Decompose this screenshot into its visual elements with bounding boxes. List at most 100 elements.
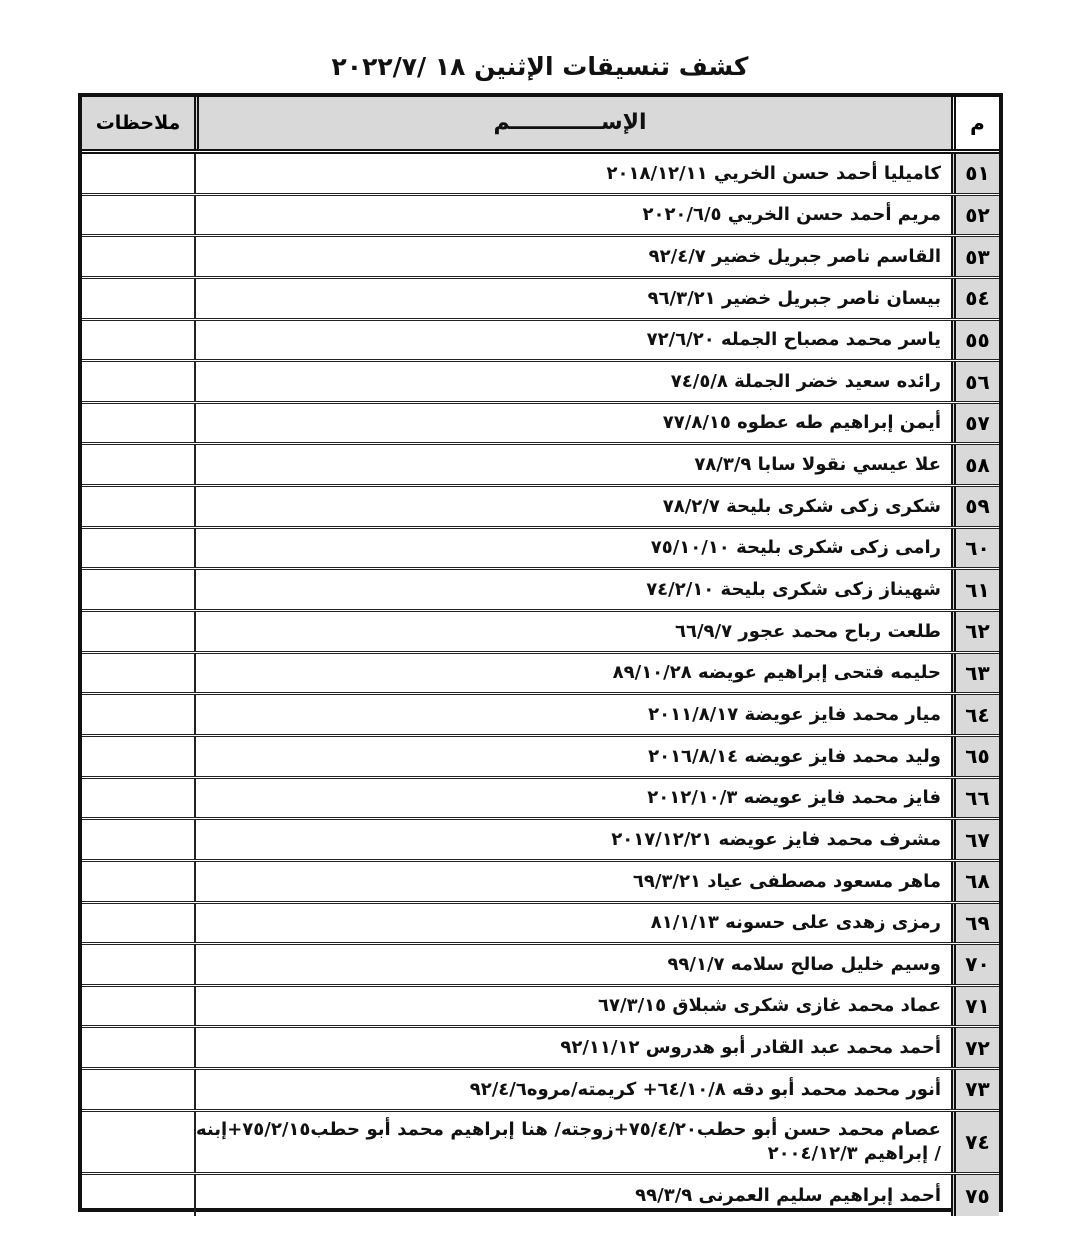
- row-notes: [82, 987, 194, 1026]
- table-row: ٥٣ القاسم ناصر جبريل خضير ٩٢/٤/٧: [82, 237, 999, 279]
- row-notes: [82, 862, 194, 901]
- row-name: بيسان ناصر جبريل خضير ٩٦/٣/٢١: [194, 278, 951, 318]
- row-number: ٦١: [951, 570, 999, 610]
- header-notes: ملاحظات: [82, 97, 194, 149]
- row-notes: [82, 237, 194, 276]
- table-row: ٥٥ ياسر محمد مصباح الجمله ٧٢/٦/٢٠: [82, 320, 999, 363]
- row-number: ٥٤: [951, 278, 999, 318]
- table-row: ٥٦ رائده سعيد خضر الجملة ٧٤/٥/٨: [82, 362, 999, 404]
- row-number: ٥٧: [951, 403, 999, 443]
- table-row: ٧٢ أحمد محمد عبد القادر أبو هدروس ٩٢/١١/١…: [82, 1028, 999, 1071]
- row-number: ٦٥: [951, 736, 999, 776]
- table-row: ٧١ عماد محمد غازى شكرى شبلاق ٦٧/٣/١٥: [82, 986, 999, 1029]
- row-number: ٥٩: [951, 487, 999, 526]
- row-name: أحمد إبراهيم سليم العمرنى ٩٩/٣/٩: [194, 1174, 951, 1217]
- row-name: شهيناز زكى شكرى بليحة ٧٤/٢/١٠: [194, 570, 951, 610]
- row-notes: [82, 529, 194, 568]
- row-number: ٦٤: [951, 695, 999, 734]
- row-number: ٦٧: [951, 820, 999, 859]
- row-name: رمزى زهدى على حسونه ٨١/١/١٣: [194, 903, 951, 943]
- row-notes: [82, 404, 194, 443]
- row-name: كاميليا أحمد حسن الخريي ٢٠١٨/١٢/١١: [194, 154, 951, 193]
- row-name: طلعت رباح محمد عجور ٦٦/٩/٧: [194, 612, 951, 651]
- row-name: شكرى زكى شكرى بليحة ٧٨/٢/٧: [194, 487, 951, 526]
- table-row: ٦٥ وليد محمد فايز عويضه ٢٠١٦/٨/١٤: [82, 736, 999, 779]
- table-row: ٧٠ وسيم خليل صالح سلامه ٩٩/١/٧: [82, 945, 999, 987]
- row-name: مريم أحمد حسن الخريي ٢٠٢٠/٦/٥: [194, 195, 951, 235]
- row-number: ٥٨: [951, 445, 999, 485]
- row-name: فايز محمد فايز عويضه ٢٠١٢/١٠/٣: [194, 778, 951, 818]
- row-notes: [82, 945, 194, 984]
- row-name: القاسم ناصر جبريل خضير ٩٢/٤/٧: [194, 237, 951, 276]
- row-number: ٦٢: [951, 612, 999, 651]
- table-header: م الإســــــــــــم ملاحظات: [82, 97, 999, 154]
- row-name: عصام محمد حسن أبو حطب٧٥/٤/٢٠+زوجته/ هنا …: [194, 1111, 951, 1172]
- row-name: ياسر محمد مصباح الجمله ٧٢/٦/٢٠: [194, 320, 951, 360]
- row-name: علا عيسي نقولا سابا ٧٨/٣/٩: [194, 445, 951, 485]
- row-name: ماهر مسعود مصطفى عياد ٦٩/٣/٢١: [194, 861, 951, 901]
- names-table: م الإســــــــــــم ملاحظات ٥١ كاميليا أح…: [78, 93, 1003, 1217]
- row-notes: [82, 737, 194, 776]
- row-number: ٥٥: [951, 320, 999, 360]
- row-notes: [82, 154, 194, 193]
- row-name: مشرف محمد فايز عويضه ٢٠١٧/١٢/٢١: [194, 820, 951, 859]
- table-row: ٧٤ عصام محمد حسن أبو حطب٧٥/٤/٢٠+زوجته/ هن…: [82, 1111, 999, 1175]
- row-name: أيمن إبراهيم طه عطوه ٧٧/٨/١٥: [194, 403, 951, 443]
- row-notes: [82, 487, 194, 526]
- row-notes: [82, 362, 194, 401]
- row-notes: [82, 1112, 194, 1172]
- row-number: ٥٢: [951, 195, 999, 235]
- row-notes: [82, 654, 194, 693]
- table-row: ٦٤ ميار محمد فايز عويضة ٢٠١١/٨/١٧: [82, 695, 999, 737]
- table-row: ٧٣ أنور محمد محمد أبو دقه ٦٤/١٠/٨+ كريمته…: [82, 1070, 999, 1112]
- row-notes: [82, 779, 194, 818]
- row-number: ٦٨: [951, 861, 999, 901]
- table-row: ٦٧ مشرف محمد فايز عويضه ٢٠١٧/١٢/٢١: [82, 820, 999, 862]
- row-notes: [82, 196, 194, 235]
- row-name: ميار محمد فايز عويضة ٢٠١١/٨/١٧: [194, 695, 951, 734]
- row-name: أحمد محمد عبد القادر أبو هدروس ٩٢/١١/١٢: [194, 1028, 951, 1068]
- row-name: عماد محمد غازى شكرى شبلاق ٦٧/٣/١٥: [194, 986, 951, 1026]
- table-row: ٥٩ شكرى زكى شكرى بليحة ٧٨/٢/٧: [82, 487, 999, 529]
- table-row: ٥٧ أيمن إبراهيم طه عطوه ٧٧/٨/١٥: [82, 403, 999, 446]
- table-row: ٦٨ ماهر مسعود مصطفى عياد ٦٩/٣/٢١: [82, 861, 999, 904]
- table-row: ٦٦ فايز محمد فايز عويضه ٢٠١٢/١٠/٣: [82, 778, 999, 821]
- row-notes: [82, 1028, 194, 1067]
- row-number: ٦٠: [951, 528, 999, 568]
- row-number: ٧٥: [951, 1174, 999, 1217]
- row-number: ٧٠: [951, 945, 999, 984]
- table-row: ٧٥ أحمد إبراهيم سليم العمرنى ٩٩/٣/٩: [82, 1174, 999, 1217]
- table-row: ٦٣ حليمه فتحى إبراهيم عويضه ٨٩/١٠/٢٨: [82, 653, 999, 696]
- row-notes: [82, 321, 194, 360]
- row-notes: [82, 612, 194, 651]
- row-notes: [82, 820, 194, 859]
- row-number: ٦٦: [951, 778, 999, 818]
- document-title: كشف تنسيقات الإثنين ١٨ /٢٠٢٢/٧: [331, 52, 749, 81]
- row-number: ٧٢: [951, 1028, 999, 1068]
- row-number: ٥٦: [951, 362, 999, 401]
- row-number: ٧١: [951, 986, 999, 1026]
- row-notes: [82, 1070, 194, 1109]
- header-number: م: [951, 97, 999, 149]
- table-row: ٥١ كاميليا أحمد حسن الخريي ٢٠١٨/١٢/١١: [82, 154, 999, 196]
- row-name: رامى زكى شكرى بليحة ٧٥/١٠/١٠: [194, 528, 951, 568]
- table-row: ٦٢ طلعت رباح محمد عجور ٦٦/٩/٧: [82, 612, 999, 654]
- row-number: ٦٩: [951, 903, 999, 943]
- row-notes: [82, 695, 194, 734]
- row-notes: [82, 445, 194, 484]
- row-name: رائده سعيد خضر الجملة ٧٤/٥/٨: [194, 362, 951, 401]
- row-name: أنور محمد محمد أبو دقه ٦٤/١٠/٨+ كريمته/م…: [194, 1070, 951, 1109]
- table-row: ٥٤ بيسان ناصر جبريل خضير ٩٦/٣/٢١: [82, 278, 999, 321]
- table-row: ٦٠ رامى زكى شكرى بليحة ٧٥/١٠/١٠: [82, 528, 999, 571]
- header-name: الإســــــــــــم: [194, 97, 951, 149]
- row-number: ٦٣: [951, 653, 999, 693]
- row-notes: [82, 904, 194, 943]
- row-number: ٧٤: [951, 1111, 999, 1172]
- row-notes: [82, 279, 194, 318]
- row-name: حليمه فتحى إبراهيم عويضه ٨٩/١٠/٢٨: [194, 653, 951, 693]
- row-name: وليد محمد فايز عويضه ٢٠١٦/٨/١٤: [194, 736, 951, 776]
- row-name: وسيم خليل صالح سلامه ٩٩/١/٧: [194, 945, 951, 984]
- table-row: ٦١ شهيناز زكى شكرى بليحة ٧٤/٢/١٠: [82, 570, 999, 613]
- table-row: ٥٨ علا عيسي نقولا سابا ٧٨/٣/٩: [82, 445, 999, 488]
- row-number: ٥١: [951, 154, 999, 193]
